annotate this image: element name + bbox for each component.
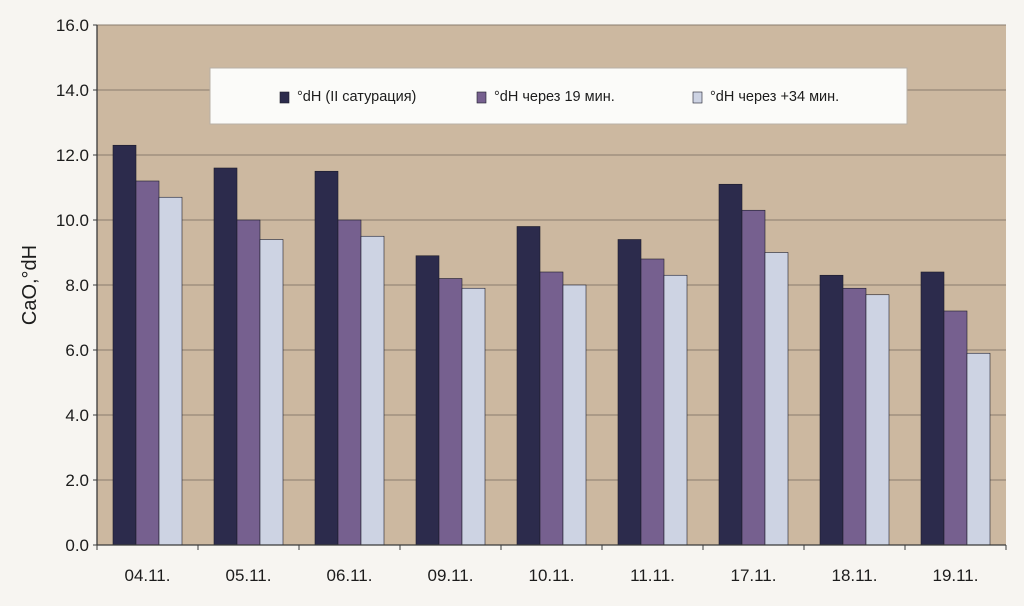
y-tick-label: 6.0 <box>65 341 89 360</box>
bar-2-05-11 <box>236 219 261 546</box>
bar-1-19-11 <box>920 271 945 546</box>
y-tick-label: 10.0 <box>56 211 89 230</box>
bar-1-11-11 <box>617 239 642 546</box>
legend-label-2: °dH через 19 мин. <box>494 89 615 105</box>
x-tick-label: 05.11. <box>225 566 271 585</box>
x-tick-label: 17.11. <box>730 566 776 585</box>
bar-3-09-11 <box>461 287 486 546</box>
bar-2-10-11 <box>539 271 564 546</box>
bar-2-19-11 <box>943 310 968 546</box>
y-tick-label: 14.0 <box>56 81 89 100</box>
bar-1-18-11 <box>819 274 844 546</box>
bar-2-11-11 <box>640 258 665 546</box>
legend-swatch-2 <box>476 91 487 104</box>
x-tick-label: 06.11. <box>326 566 372 585</box>
bar-1-06-11 <box>314 170 339 546</box>
x-tick-label: 09.11. <box>427 566 473 585</box>
x-tick-label: 04.11. <box>124 566 170 585</box>
bar-3-04-11 <box>158 196 183 546</box>
bar-3-11-11 <box>663 274 688 546</box>
legend-swatch-3 <box>692 91 703 104</box>
bar-3-10-11 <box>562 284 587 546</box>
y-tick-label: 12.0 <box>56 146 89 165</box>
bar-1-04-11 <box>112 144 137 546</box>
legend-box <box>209 67 908 125</box>
bar-1-10-11 <box>516 226 541 546</box>
y-tick-label: 16.0 <box>56 16 89 35</box>
bar-2-04-11 <box>135 180 160 546</box>
legend-label-3: °dH через +34 мин. <box>710 89 839 105</box>
x-tick-labels: 04.11. 05.11. 06.11. 09.11. 10.11. 11.11. 17.1… <box>124 566 978 585</box>
x-tick-label: 19.11. <box>932 566 978 585</box>
bar-3-19-11 <box>966 352 991 546</box>
y-tick-label: 4.0 <box>65 406 89 425</box>
legend-label-1: °dH (II сатурация) <box>297 89 416 105</box>
bars <box>112 144 991 546</box>
legend-swatch-1 <box>279 91 290 104</box>
y-tick-label: 2.0 <box>65 471 89 490</box>
x-tick-label: 10.11. <box>528 566 574 585</box>
y-tick-labels: 0.0 2.0 4.0 6.0 8.0 10.0 12.0 14.0 16.0 <box>56 16 89 555</box>
y-axis-label: CaO,°dH <box>19 245 41 325</box>
y-tick-label: 0.0 <box>65 536 89 555</box>
x-tick-label: 18.11. <box>831 566 877 585</box>
bar-2-17-11 <box>741 209 766 546</box>
bar-3-05-11 <box>259 239 284 546</box>
bar-1-17-11 <box>718 183 743 546</box>
bar-3-06-11 <box>360 235 385 546</box>
bar-3-18-11 <box>865 294 890 546</box>
legend[interactable]: °dH (II сатурация) °dH через 19 мин. °dH ч… <box>209 67 908 125</box>
x-tick-label: 11.11. <box>630 566 675 585</box>
bar-2-18-11 <box>842 287 867 546</box>
bar-3-17-11 <box>764 252 789 546</box>
bar-1-09-11 <box>415 255 440 546</box>
bar-2-06-11 <box>337 219 362 546</box>
bar-1-05-11 <box>213 167 238 546</box>
bar-2-09-11 <box>438 278 463 546</box>
y-tick-label: 8.0 <box>65 276 89 295</box>
axes <box>93 24 1007 550</box>
